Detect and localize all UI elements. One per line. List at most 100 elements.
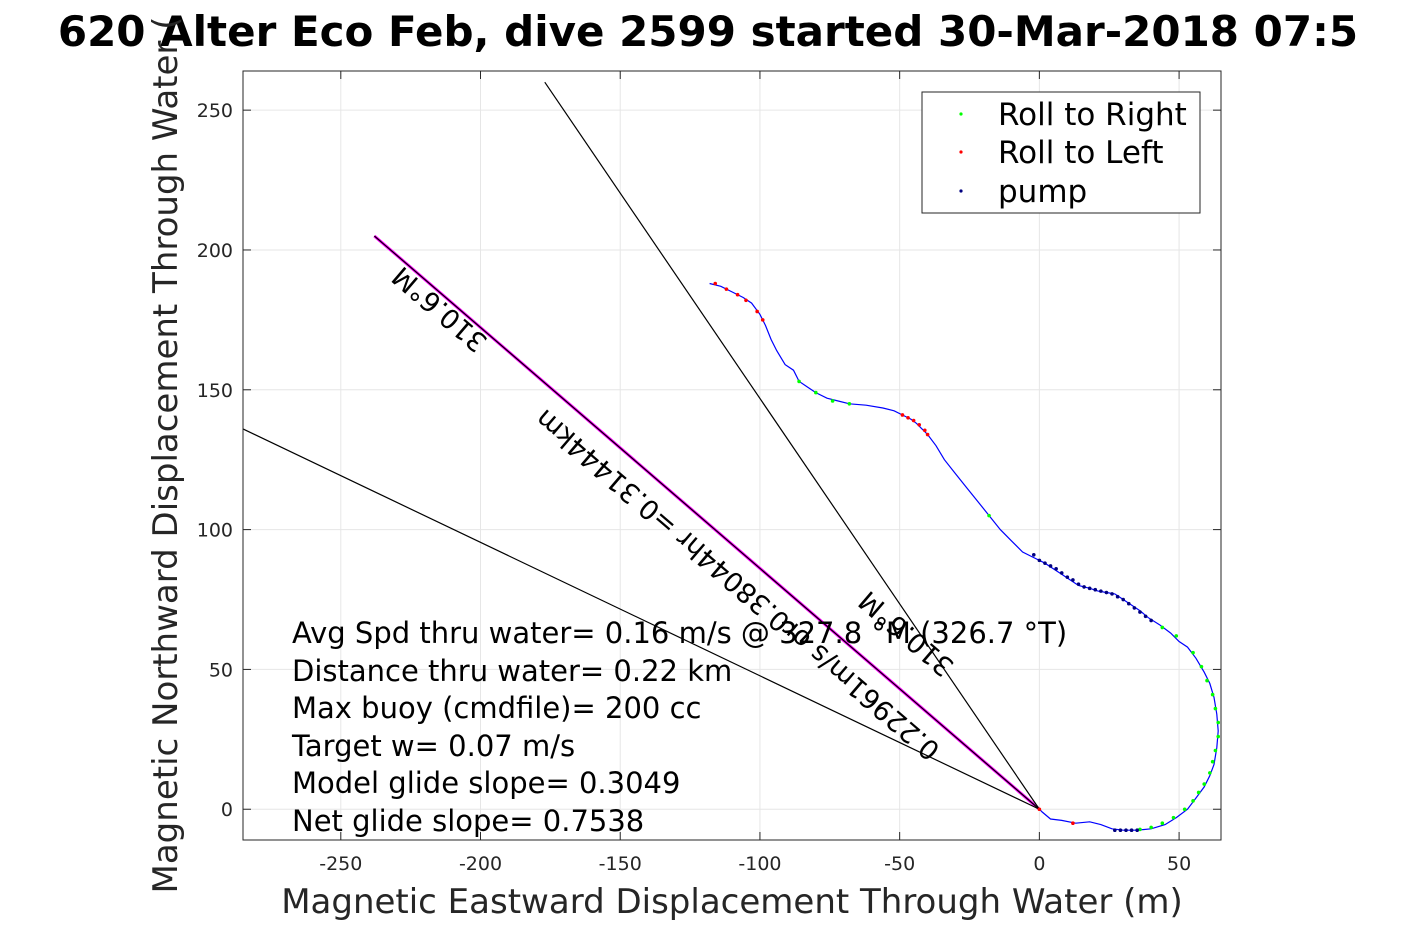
marker-pump	[1143, 614, 1148, 619]
marker-pump	[1149, 618, 1153, 623]
y-tick-label: 150	[197, 380, 233, 402]
marker-roll-to-right	[1160, 625, 1165, 630]
marker-pump	[1118, 828, 1123, 833]
marker-pump	[1104, 590, 1109, 595]
marker-roll-to-right	[830, 399, 835, 403]
marker-roll-to-right	[1216, 734, 1221, 739]
marker-roll-to-right	[1160, 821, 1165, 826]
marker-pump	[1076, 582, 1081, 586]
legend-marker-roll-left	[959, 150, 963, 154]
marker-roll-to-left	[923, 428, 927, 433]
marker-roll-to-right	[1196, 790, 1201, 795]
legend-label-roll-right: Roll to Right	[998, 97, 1187, 133]
legend-label-pump: pump	[998, 174, 1087, 210]
marker-pump	[1071, 578, 1075, 582]
marker-pump	[1054, 566, 1058, 571]
marker-pump	[1093, 587, 1098, 592]
marker-pump	[1037, 558, 1042, 563]
heading-label: 310.6°M	[387, 260, 494, 358]
x-tick-label: 0	[1033, 853, 1045, 875]
marker-pump	[1129, 828, 1134, 833]
y-tick-label: 250	[197, 100, 233, 122]
x-tick-label: 50	[1167, 853, 1191, 875]
marker-pump	[1110, 592, 1114, 596]
chart-title: 620 Alter Eco Feb, dive 2599 started 30-…	[58, 7, 1358, 56]
annotation-block: Avg Spd thru water= 0.16 m/s @ 327.8 °M …	[291, 616, 1067, 838]
marker-roll-to-left	[713, 281, 718, 286]
marker-roll-to-right	[1199, 664, 1204, 669]
marker-roll-to-right	[987, 513, 991, 518]
y-tick-label: 0	[221, 799, 233, 821]
x-tick-label: -150	[599, 853, 642, 875]
x-tick-label: -100	[738, 853, 781, 875]
annotation-distance: Distance thru water= 0.22 km	[292, 654, 732, 688]
marker-pump	[1082, 585, 1086, 589]
marker-roll-to-right	[797, 379, 801, 384]
marker-pump	[1043, 561, 1047, 565]
annotation-avg-speed: Avg Spd thru water= 0.16 m/s @ 327.8 °M …	[292, 616, 1067, 650]
marker-roll-to-left	[744, 298, 748, 303]
marker-roll-to-left	[755, 309, 759, 314]
legend-label-roll-left: Roll to Left	[998, 135, 1164, 171]
marker-roll-to-right	[1210, 759, 1215, 764]
x-tick-label: -250	[319, 853, 362, 875]
legend-box	[921, 91, 1201, 214]
marker-roll-to-right	[1205, 678, 1209, 683]
marker-pump	[1113, 828, 1117, 833]
marker-roll-to-left	[917, 422, 922, 427]
marker-roll-to-right	[1191, 799, 1195, 803]
annotation-net-glide: Net glide slope= 0.7538	[292, 804, 644, 838]
track-line	[709, 282, 1219, 831]
ticks: -250 -200 -150 -100 -50 0 50 0 50 100 150 200 250	[197, 71, 1221, 875]
marker-roll-to-left	[906, 415, 910, 420]
x-tick-label: -200	[459, 853, 502, 875]
marker-pump	[1115, 594, 1120, 599]
y-tick-label: 200	[197, 240, 233, 262]
marker-pump	[1126, 601, 1131, 606]
marker-roll-to-right	[1213, 748, 1218, 753]
marker-roll-to-right	[1208, 771, 1212, 775]
marker-pump	[1059, 571, 1064, 575]
marker-pump	[1135, 828, 1139, 833]
marker-roll-to-right	[1182, 807, 1187, 812]
marker-pump	[1031, 552, 1036, 557]
marker-roll-to-left	[1071, 821, 1075, 826]
marker-roll-to-right	[1174, 634, 1179, 638]
marker-roll-to-right	[1213, 706, 1218, 711]
marker-roll-to-right	[1216, 720, 1221, 725]
plot-area	[242, 81, 1221, 833]
marker-pump	[1048, 564, 1053, 568]
marker-roll-to-right	[1171, 815, 1176, 820]
marker-roll-to-right	[1138, 827, 1142, 832]
marker-roll-to-right	[1202, 782, 1207, 786]
marker-roll-to-left	[760, 318, 765, 322]
marker-pump	[1124, 828, 1128, 833]
axes-box	[242, 70, 1222, 841]
marker-roll-to-right	[1191, 650, 1195, 655]
legend: Roll to Right Roll to Left pump	[921, 91, 1201, 214]
x-tick-label: -50	[884, 853, 915, 875]
line-bound	[242, 428, 1040, 810]
y-tick-label: 50	[209, 659, 233, 681]
annotation-target-w: Target w= 0.07 m/s	[291, 729, 575, 763]
marker-roll-to-left	[1037, 807, 1042, 812]
marker-roll-to-right	[847, 401, 852, 406]
marker-roll-to-left	[735, 292, 740, 297]
marker-roll-to-left	[925, 432, 930, 437]
legend-marker-roll-right	[959, 112, 963, 116]
marker-roll-to-right	[1149, 825, 1153, 830]
y-axis-label: Magnetic Northward Displacement Through …	[146, 17, 186, 894]
annotation-model-glide: Model glide slope= 0.3049	[292, 766, 680, 800]
marker-pump	[1138, 610, 1142, 614]
legend-marker-pump	[959, 189, 963, 193]
marker-roll-to-right	[814, 390, 818, 395]
line-bound	[544, 81, 1040, 810]
marker-pump	[1132, 606, 1137, 610]
marker-pump	[1121, 597, 1125, 602]
marker-pump	[1087, 586, 1092, 591]
annotation-max-buoy: Max buoy (cmdfile)= 200 cc	[292, 691, 701, 725]
x-axis-label: Magnetic Eastward Displacement Through W…	[281, 882, 1183, 922]
marker-roll-to-left	[724, 287, 729, 291]
marker-pump	[1065, 575, 1070, 579]
